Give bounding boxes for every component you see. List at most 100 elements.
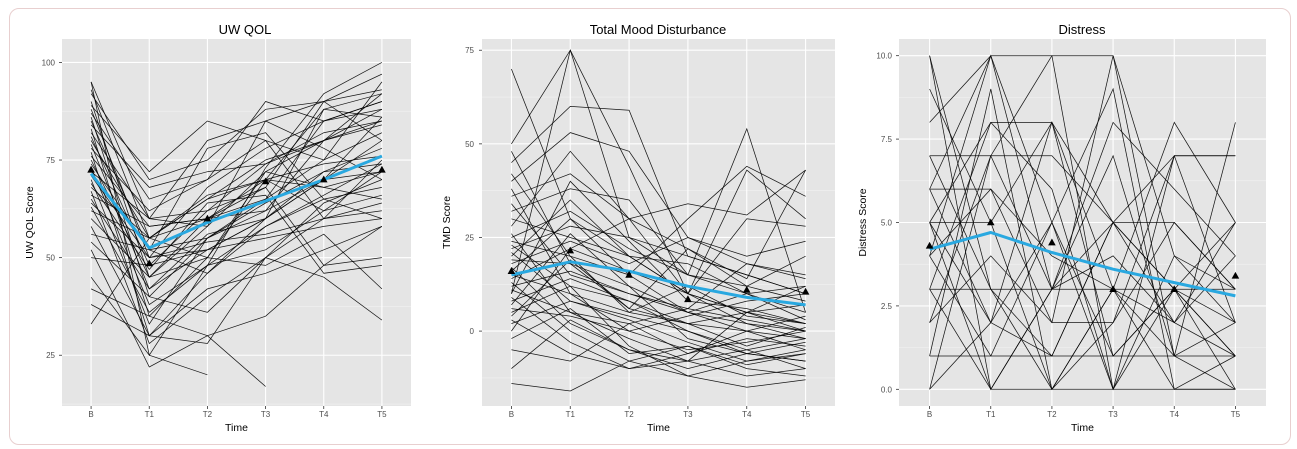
chart-3-series-line-18 xyxy=(929,55,1236,357)
chart-1-series-line-24 xyxy=(90,124,382,325)
chart-3-mean-marker xyxy=(1170,285,1179,293)
chart-3-y-tick-label: 0.0 xyxy=(881,385,893,394)
chart-2-y-tick-label: 0 xyxy=(470,327,475,336)
chart-3-y-axis-label: Distress Score xyxy=(857,188,869,256)
chart-3-mean-marker xyxy=(986,218,995,226)
chart-2: 0 25 50 75 B T1 T2 T3 T4 T5 Total Mood Disturbance… xyxy=(441,22,835,434)
chart-3-y-tick-label: 2.5 xyxy=(881,302,893,311)
chart-3-mean-line xyxy=(929,231,1236,298)
chart-1-y-tick-label: 50 xyxy=(46,254,55,263)
chart-2-series-line-26 xyxy=(511,263,806,310)
chart-1-y-axis-label: UW QOL Score xyxy=(24,186,36,259)
chart-1-series-line-41 xyxy=(90,257,383,344)
chart-1: 25 50 75 100 B T1 T2 T3 T4 T5 UW QOL Time UW QOL Sco… xyxy=(24,22,411,434)
chart-1-series-line-43 xyxy=(90,62,383,357)
chart-3-mean-marker xyxy=(1109,285,1117,293)
chart-3-x-tick-label-t2: T2 xyxy=(1047,410,1057,419)
chart-1-series-line-12 xyxy=(90,120,383,227)
chart-3-series-line-11 xyxy=(929,54,1236,323)
chart-2-series-line-27 xyxy=(511,289,806,355)
chart-1-mean-marker xyxy=(145,259,154,267)
chart-3-x-tick-label-t4: T4 xyxy=(1170,410,1180,419)
chart-2-series-line-11 xyxy=(511,150,806,332)
chart-1-series-line-35 xyxy=(91,163,383,274)
chart-3-series-line-9 xyxy=(929,121,1236,391)
chart-1-series-line-42 xyxy=(90,171,382,325)
chart-2-series-line-7 xyxy=(511,169,806,220)
chart-2-x-axis-label: Time xyxy=(647,422,670,434)
chart-2-series-line-9 xyxy=(511,127,806,313)
chart-1-series-line-28 xyxy=(90,171,382,227)
chart-3-series-line-24 xyxy=(929,55,1236,324)
chart-2-series-line-37 xyxy=(511,248,806,339)
chart-3-series-line-23 xyxy=(929,155,1236,323)
chart-3-series-line-19 xyxy=(929,88,1236,391)
chart-2-mean-marker xyxy=(684,295,692,303)
chart-3-series-line-25 xyxy=(929,121,1236,357)
chart-2-series-line-18 xyxy=(511,199,806,295)
chart-2-x-tick-label-t1: T1 xyxy=(566,410,576,419)
chart-2-series-line-25 xyxy=(511,282,806,377)
chart-2-series-line-38 xyxy=(511,308,806,366)
chart-2-series-line-43 xyxy=(511,49,806,295)
chart-2-x-tick-label-t3: T3 xyxy=(683,410,693,419)
chart-1-mean-marker xyxy=(319,175,328,183)
chart-3-x-axis-label: Time xyxy=(1071,422,1094,434)
chart-1-y-tick-label: 25 xyxy=(46,351,55,360)
chart-2-mean-line xyxy=(511,260,806,307)
chart-1-mean-marker xyxy=(203,214,212,222)
chart-1-series-line-37 xyxy=(90,249,382,368)
chart-1-x-tick-label-t5: T5 xyxy=(377,410,387,419)
chart-2-x-tick-label-t5: T5 xyxy=(801,410,811,419)
chart-2-series-line-4 xyxy=(511,173,806,339)
chart-1-series-line-34 xyxy=(90,226,383,337)
chart-1-x-tick-label-t4: T4 xyxy=(319,410,329,419)
chart-2-y-tick-label: 25 xyxy=(465,233,474,242)
chart-1-series-line-18 xyxy=(90,101,383,227)
chart-1-x-tick-label-t3: T3 xyxy=(261,410,271,419)
chart-1-series-line-9 xyxy=(90,120,383,251)
chart-1-mean-marker xyxy=(261,177,270,185)
chart-3-x-tick-label-b: B xyxy=(927,410,932,419)
chart-2-series-line-33 xyxy=(511,285,806,377)
chart-3-series-line-3 xyxy=(929,54,1236,391)
chart-1-x-axis-label: Time xyxy=(225,422,248,434)
chart-2-series-line-10 xyxy=(511,218,806,295)
chart-3-y-tick-label: 5.0 xyxy=(881,219,893,228)
chart-1-series-line-25 xyxy=(90,183,382,274)
chart-1-series-line-3 xyxy=(90,89,382,181)
chart-2-mean-marker xyxy=(507,267,516,274)
chart-3-mean-marker xyxy=(1231,271,1240,279)
chart-3-series-line-7 xyxy=(929,87,1236,390)
chart-1-y-tick-label: 100 xyxy=(42,58,56,67)
chart-1-series-line-31 xyxy=(90,194,382,313)
chart-2-series-line-35 xyxy=(511,285,806,369)
chart-3-series-line-22 xyxy=(929,221,1236,390)
chart-2-series-line-41 xyxy=(511,360,806,392)
chart-3-x-tick-label-t3: T3 xyxy=(1108,410,1118,419)
chart-3-series-line-4 xyxy=(929,55,1236,290)
chart-2-series-line-40 xyxy=(511,319,806,377)
chart-2-mean-marker xyxy=(566,246,575,254)
chart-2-y-tick-label: 75 xyxy=(465,46,474,55)
chart-1-series-line-22 xyxy=(90,93,383,219)
chart-1-series-line-23 xyxy=(90,175,382,259)
chart-3-title: Distress xyxy=(1059,22,1106,37)
chart-1-series-line-29 xyxy=(90,108,382,290)
chart-1-series-line-30 xyxy=(90,202,382,258)
chart-2-x-tick-label-t2: T2 xyxy=(624,410,634,419)
chart-1-series-line-26 xyxy=(90,155,382,259)
chart-2-mean-marker xyxy=(742,285,751,293)
chart-3-mean-marker xyxy=(1048,238,1056,246)
chart-3-y-tick-label: 7.5 xyxy=(881,135,893,144)
chart-3-x-tick-label-t1: T1 xyxy=(986,410,996,419)
chart-3: 0.0 2.5 5.0 7.5 10.0 B T1 T2 T3 T4 T5 Distress Time D… xyxy=(857,22,1266,434)
chart-1-series-line-33 xyxy=(90,218,383,290)
chart-1-mean-line xyxy=(89,154,383,250)
chart-2-series-line-17 xyxy=(511,252,806,362)
chart-1-title: UW QOL xyxy=(219,22,272,37)
chart-2-y-axis-label: TMD Score xyxy=(441,196,453,249)
chart-1-x-tick-label-t2: T2 xyxy=(203,410,213,419)
chart-1-series-line-21 xyxy=(90,167,382,306)
